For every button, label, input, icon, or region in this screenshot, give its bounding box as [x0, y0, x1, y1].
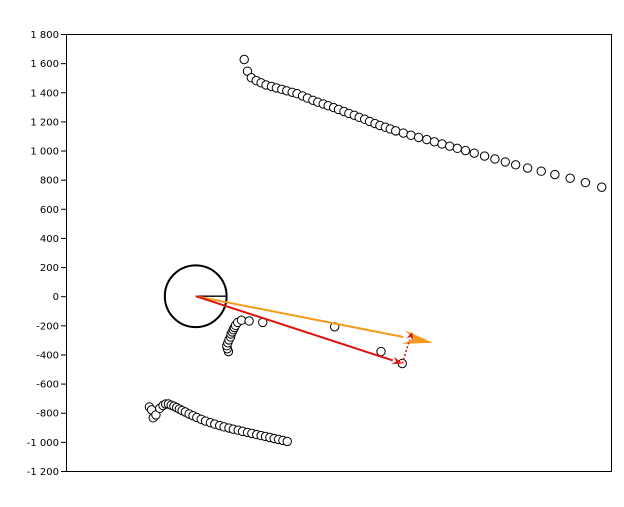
- y-tick-label: 600: [40, 205, 59, 216]
- red-dotted-arrow-shaft: [401, 339, 411, 364]
- data-point: [580, 177, 591, 188]
- data-point: [469, 148, 479, 158]
- data-point: [282, 436, 292, 447]
- y-tick-label: 0: [53, 292, 59, 303]
- data-point: [536, 166, 546, 176]
- y-tick-label: 400: [40, 234, 59, 245]
- data-point: [422, 134, 432, 145]
- annotations: [163, 264, 433, 365]
- data-point: [460, 145, 471, 156]
- data-point: [597, 182, 607, 192]
- data-points: [144, 54, 607, 447]
- y-tick-label: -600: [36, 380, 59, 391]
- y-tick-label: -800: [36, 409, 59, 420]
- red-arrow-shaft: [195, 295, 394, 362]
- data-point: [490, 154, 500, 164]
- y-tick-label: 1 200: [30, 117, 59, 128]
- data-point: [429, 137, 440, 147]
- data-point: [522, 163, 533, 173]
- data-point: [510, 160, 521, 170]
- y-tick-label: -1 200: [27, 467, 59, 478]
- y-axis: 1 800 1 600 1 400 1 200 1 000 800 600 400 200 0 -2…: [27, 30, 66, 478]
- y-tick-label: 1 800: [30, 30, 59, 41]
- data-point: [452, 143, 463, 154]
- y-tick-label: 1 400: [30, 88, 59, 99]
- data-point: [376, 346, 386, 357]
- data-point: [391, 126, 401, 136]
- y-tick-label: 1 000: [30, 147, 59, 158]
- y-tick-label: -400: [36, 350, 59, 361]
- y-tick-label: 800: [40, 176, 59, 187]
- y-tick-label: -200: [36, 321, 59, 332]
- data-point: [398, 128, 409, 138]
- data-point: [239, 54, 249, 65]
- data-point: [479, 151, 490, 161]
- data-point: [500, 157, 510, 167]
- red-dotted-arrow-head: [406, 331, 413, 341]
- data-point: [565, 173, 575, 183]
- data-point: [437, 139, 447, 149]
- plot-frame: [66, 34, 612, 472]
- data-point: [244, 316, 254, 326]
- orange-arrow-head: [402, 330, 433, 344]
- red-arrow-head: [391, 356, 403, 365]
- data-point: [550, 169, 560, 180]
- y-tick-label: -1 000: [27, 438, 59, 449]
- data-point: [236, 315, 247, 325]
- orange-arrow-shaft: [195, 295, 404, 339]
- data-point: [406, 130, 416, 140]
- data-point: [413, 132, 424, 143]
- y-tick-label: 1 600: [30, 59, 59, 70]
- y-tick-label: 200: [40, 263, 59, 274]
- data-point: [444, 141, 455, 151]
